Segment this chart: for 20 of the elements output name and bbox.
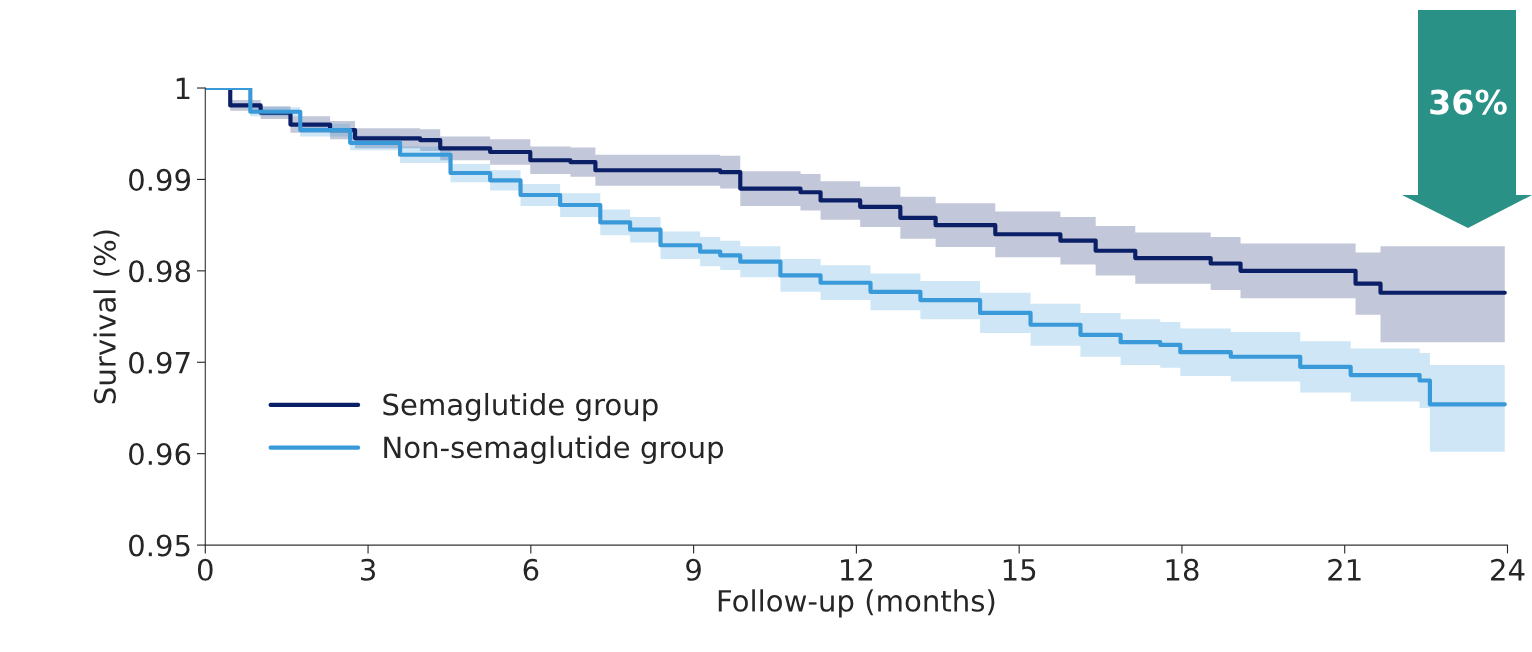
x-tick-label: 3 xyxy=(361,558,375,581)
x-tick-label: 9 xyxy=(686,558,701,581)
x-tick-label: 18 xyxy=(1166,558,1199,581)
y-axis-title: Survival (%) xyxy=(93,230,120,404)
legend-label: Non-semaglutide group xyxy=(384,435,724,464)
x-tick-label: 0 xyxy=(197,558,213,581)
y-tick-label: 0.97 xyxy=(129,351,190,374)
x-axis-title: Follow-up (months) xyxy=(718,589,995,618)
y-tick-label: 0.98 xyxy=(129,260,191,283)
annotation: 36% xyxy=(1430,89,1507,115)
x-tick-label: 12 xyxy=(841,558,873,581)
legend-label: Semaglutide group xyxy=(383,392,658,422)
x-tick-label: 15 xyxy=(1003,559,1036,581)
x-tick-label: 21 xyxy=(1328,558,1361,581)
x-tick-label: 6 xyxy=(523,558,539,581)
y-tick-label: 1 xyxy=(176,77,190,100)
y-tick-label: 0.95 xyxy=(129,534,190,557)
y-tick-label: 0.96 xyxy=(129,443,191,466)
x-tick-label: 24 xyxy=(1491,558,1525,581)
y-tick-label: 0.99 xyxy=(129,168,191,191)
